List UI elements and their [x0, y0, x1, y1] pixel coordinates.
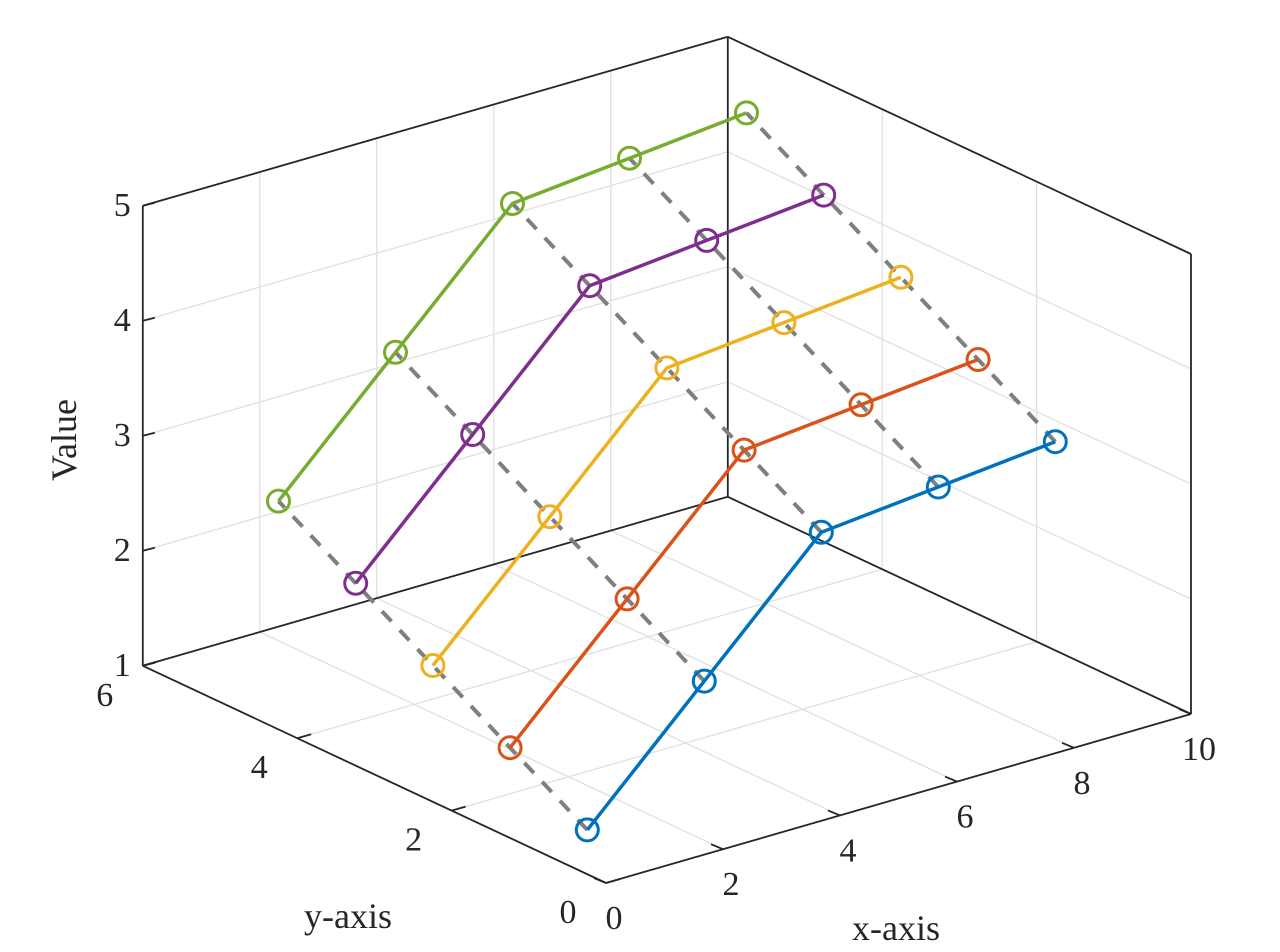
y-tick-label: 2: [405, 822, 422, 859]
x-tick-label: 2: [723, 866, 740, 903]
connector-lines: [277, 111, 1057, 832]
series-point: [383, 339, 408, 365]
series-point: [808, 519, 834, 545]
grid-line: [727, 381, 1192, 600]
connector-line: [277, 499, 589, 832]
y-tick: [296, 733, 312, 740]
x-axis-label: x-axis: [852, 908, 940, 948]
connector-line: [394, 350, 706, 683]
z-tick-label: 5: [114, 187, 131, 224]
grid-line: [727, 266, 1192, 485]
series-point: [460, 422, 486, 447]
series-point: [848, 392, 874, 418]
z-tick-label: 2: [114, 532, 131, 569]
grid-line: [493, 563, 958, 783]
grid-line: [297, 568, 883, 739]
series-point: [577, 273, 603, 299]
connector-line: [745, 111, 1057, 444]
x-tick-label: 0: [606, 900, 623, 937]
x-tick-label: 6: [957, 799, 974, 836]
box-edge: [605, 713, 1192, 884]
y-tick-label: 4: [251, 749, 268, 786]
grid-line: [142, 381, 728, 552]
series-point: [614, 586, 640, 612]
y-tick: [605, 878, 621, 884]
series-point: [731, 437, 757, 463]
x-tick: [827, 809, 841, 817]
grid-lines: [142, 36, 1192, 884]
x-tick-label: 10: [1182, 731, 1216, 768]
grid-line: [610, 530, 1075, 749]
y-tick-label: 6: [96, 677, 113, 714]
connector-line: [628, 156, 940, 489]
z-tick-label: 4: [114, 302, 131, 339]
x-tick: [593, 877, 607, 884]
series-point: [888, 264, 914, 290]
series-line-2: [508, 357, 979, 749]
axes-box: [141, 35, 1192, 884]
series-point: [266, 488, 291, 514]
series-point: [343, 570, 369, 596]
series-point: [574, 817, 600, 843]
series-line-3: [431, 275, 902, 667]
box-edge: [727, 495, 1192, 715]
series-point: [420, 653, 446, 678]
z-tick-label: 3: [114, 417, 131, 454]
x-tick-label: 8: [1074, 765, 1091, 802]
series-line-4: [354, 193, 825, 585]
grid-line: [142, 151, 728, 322]
series-point: [691, 668, 717, 694]
x-tick-label: 4: [840, 832, 857, 869]
series-line-5: [277, 111, 748, 503]
series-point: [654, 355, 680, 381]
series-point: [617, 145, 642, 171]
box-edge: [727, 35, 1192, 255]
grid-line: [259, 631, 724, 850]
series-point: [734, 100, 759, 126]
series-group: [266, 100, 1068, 843]
x-tick: [710, 843, 724, 851]
x-tick: [1178, 708, 1192, 715]
z-tick-label: 1: [114, 647, 131, 684]
y-axis-label: y-axis: [304, 896, 392, 936]
box-edge: [142, 495, 729, 667]
series-point: [1042, 429, 1068, 455]
series-point: [497, 735, 523, 761]
series-point: [811, 182, 837, 208]
y-tick-label: 0: [560, 894, 577, 931]
connector-line: [511, 202, 823, 534]
series-point: [537, 504, 563, 530]
z-tick: [142, 661, 156, 667]
z-tick: [142, 316, 156, 322]
z-tick: [142, 201, 156, 207]
x-tick: [944, 775, 958, 783]
grid-line: [727, 151, 1192, 370]
grid-line: [142, 266, 728, 437]
box-edge: [142, 35, 729, 207]
series-point: [925, 474, 951, 500]
series-point: [965, 347, 991, 372]
series-point: [694, 227, 720, 253]
grid-line: [376, 597, 841, 816]
x-tick: [1061, 741, 1075, 749]
grid-line: [451, 640, 1037, 812]
series-point: [771, 310, 797, 336]
axis-labels: x-axis y-axis Value: [44, 399, 940, 948]
y-tick: [451, 805, 466, 812]
z-tick: [142, 546, 156, 552]
series-line-1: [585, 440, 1056, 831]
z-axis-label: Value: [44, 399, 84, 481]
z-tick: [142, 431, 156, 437]
box-edge: [142, 664, 607, 884]
series-point: [500, 191, 525, 216]
